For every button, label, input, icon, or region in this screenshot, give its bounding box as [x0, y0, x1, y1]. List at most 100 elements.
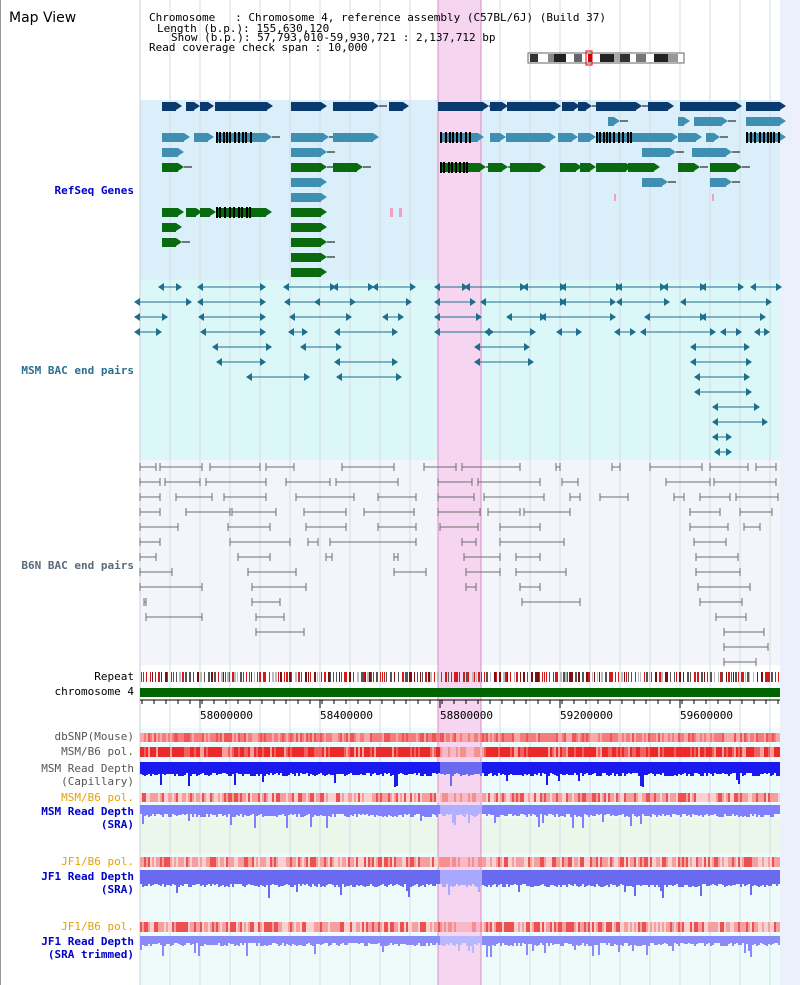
msm-b6-pol-strip-2 [622, 793, 624, 802]
jf1-trimmed-depth-bar [590, 936, 592, 946]
jf1-trimmed-depth-bar [356, 936, 358, 943]
msm-capillary-depth-bar [446, 762, 448, 774]
msm-b6-pol-strip-1 [290, 747, 292, 757]
repeat-element [597, 672, 598, 682]
msm-bac-end [134, 328, 140, 336]
jf1-trimmed-depth-bar [144, 936, 146, 946]
msm-b6-pol-strip-1 [530, 747, 532, 757]
jf1-b6-pol-strip-2 [382, 922, 384, 932]
jf1-b6-pol-strip-2 [542, 922, 544, 932]
repeat-element [516, 672, 518, 682]
jf1-b6-pol-strip-2 [684, 922, 686, 932]
jf1-trimmed-depth-bar [762, 936, 764, 944]
msm-b6-pol-strip-2 [252, 793, 254, 802]
jf1-sra-depth-bar [212, 870, 214, 884]
jf1-trimmed-depth-bar [266, 936, 268, 946]
jf1-trimmed-depth-bar [530, 936, 532, 944]
msm-b6-pol-strip-2 [492, 793, 494, 802]
jf1-b6-pol-strip-1 [702, 857, 704, 867]
repeat-element [346, 672, 347, 682]
msm-sra-depth-bar [500, 805, 502, 815]
dbsnp-density [286, 733, 288, 742]
jf1-trimmed-depth-bar [454, 936, 456, 946]
msm-sra-depth-bar [554, 805, 556, 817]
repeat-element [535, 672, 537, 682]
msm-b6-pol-strip-2 [484, 793, 486, 802]
track-label-b6n-bac[interactable]: B6N BAC end pairs [21, 559, 134, 572]
scrollbar-track[interactable] [780, 0, 800, 985]
jf1-b6-pol-strip-2 [310, 922, 312, 932]
jf1-b6-pol-strip-2 [614, 922, 616, 932]
msm-sra-depth-bar [496, 805, 498, 817]
dbsnp-density [380, 733, 382, 742]
jf1-trimmed-depth-bar [656, 936, 658, 945]
repeat-element [738, 672, 739, 682]
repeat-element [476, 672, 477, 682]
msm-sra-depth-bar [706, 805, 708, 814]
jf1-b6-pol-strip-2 [744, 922, 746, 932]
msm-sra-depth-bar [366, 805, 368, 814]
repeat-element [232, 672, 234, 682]
jf1-sra-depth-bar [774, 870, 776, 884]
msm-sra-depth-bar [526, 805, 528, 817]
jf1-sra-depth-bar [754, 870, 756, 885]
jf1-sra-depth-bar [714, 870, 716, 885]
msm-b6-pol-strip-2 [346, 793, 348, 802]
dbsnp-density [272, 733, 274, 742]
jf1-b6-pol-strip-2 [708, 922, 710, 932]
jf1-b6-pol-strip-1 [710, 857, 712, 867]
jf1-sra-depth-bar [286, 870, 288, 884]
repeat-element [531, 672, 533, 682]
msm-b6-pol-strip-2 [310, 793, 312, 802]
jf1-trimmed-depth-bar [540, 936, 542, 943]
jf1-trimmed-depth-bar [636, 936, 638, 946]
jf1-sra-depth-bar [350, 870, 352, 885]
jf1-sra-depth-bar [358, 870, 360, 886]
msm-sra-depth-bar [674, 805, 676, 814]
msm-b6-pol-strip-2 [722, 793, 724, 802]
jf1-b6-pol-strip-2 [222, 922, 224, 932]
dbsnp-density [620, 733, 622, 742]
dbsnp-density [312, 733, 314, 742]
jf1-trimmed-depth-bar [714, 936, 716, 943]
repeat-element [405, 672, 407, 682]
dbsnp-density [768, 733, 770, 742]
dbsnp-density [290, 733, 292, 742]
msm-bac-end [474, 343, 480, 351]
refseq-exon [451, 162, 453, 173]
dbsnp-density [368, 733, 370, 742]
refseq-gene [578, 102, 586, 111]
track-label-msm-bac[interactable]: MSM BAC end pairs [21, 364, 134, 377]
jf1-b6-pol-strip-1 [196, 857, 198, 867]
msm-capillary-depth-bar [316, 762, 318, 775]
msm-b6-pol-strip-2 [400, 793, 402, 802]
dbsnp-density [776, 733, 778, 742]
msm-b6-pol-strip-1 [200, 747, 202, 757]
jf1-sra-depth-bar [408, 870, 410, 897]
jf1-b6-pol-strip-2 [450, 922, 452, 932]
msm-sra-depth-bar [442, 805, 444, 816]
jf1-sra-depth-bar [526, 870, 528, 886]
msm-b6-pol-strip-1 [524, 747, 526, 757]
msm-b6-pol-strip-2 [670, 793, 672, 802]
msm-capillary-depth-bar [658, 762, 660, 774]
msm-b6-pol-strip-2 [288, 793, 290, 802]
repeat-element [599, 672, 600, 682]
jf1-sra-depth-bar [768, 870, 770, 886]
jf1-sra-depth-bar [284, 870, 286, 885]
msm-capillary-depth-bar [292, 762, 294, 774]
msm-b6-pol-strip-1 [478, 747, 480, 757]
jf1-sra-depth-bar [342, 870, 344, 884]
dbsnp-density [478, 733, 480, 742]
jf1-b6-pol-strip-2 [372, 922, 374, 932]
msm-bac-end [302, 328, 308, 336]
refseq-gene [291, 238, 321, 247]
repeat-element [728, 672, 730, 682]
dbsnp-density [370, 733, 372, 742]
msm-b6-pol-strip-2 [386, 793, 388, 802]
jf1-trimmed-depth-bar [468, 936, 470, 951]
msm-sra-depth-bar [494, 805, 496, 823]
jf1-trimmed-depth-bar [180, 936, 182, 945]
track-label-refseq[interactable]: RefSeq Genes [54, 184, 134, 197]
